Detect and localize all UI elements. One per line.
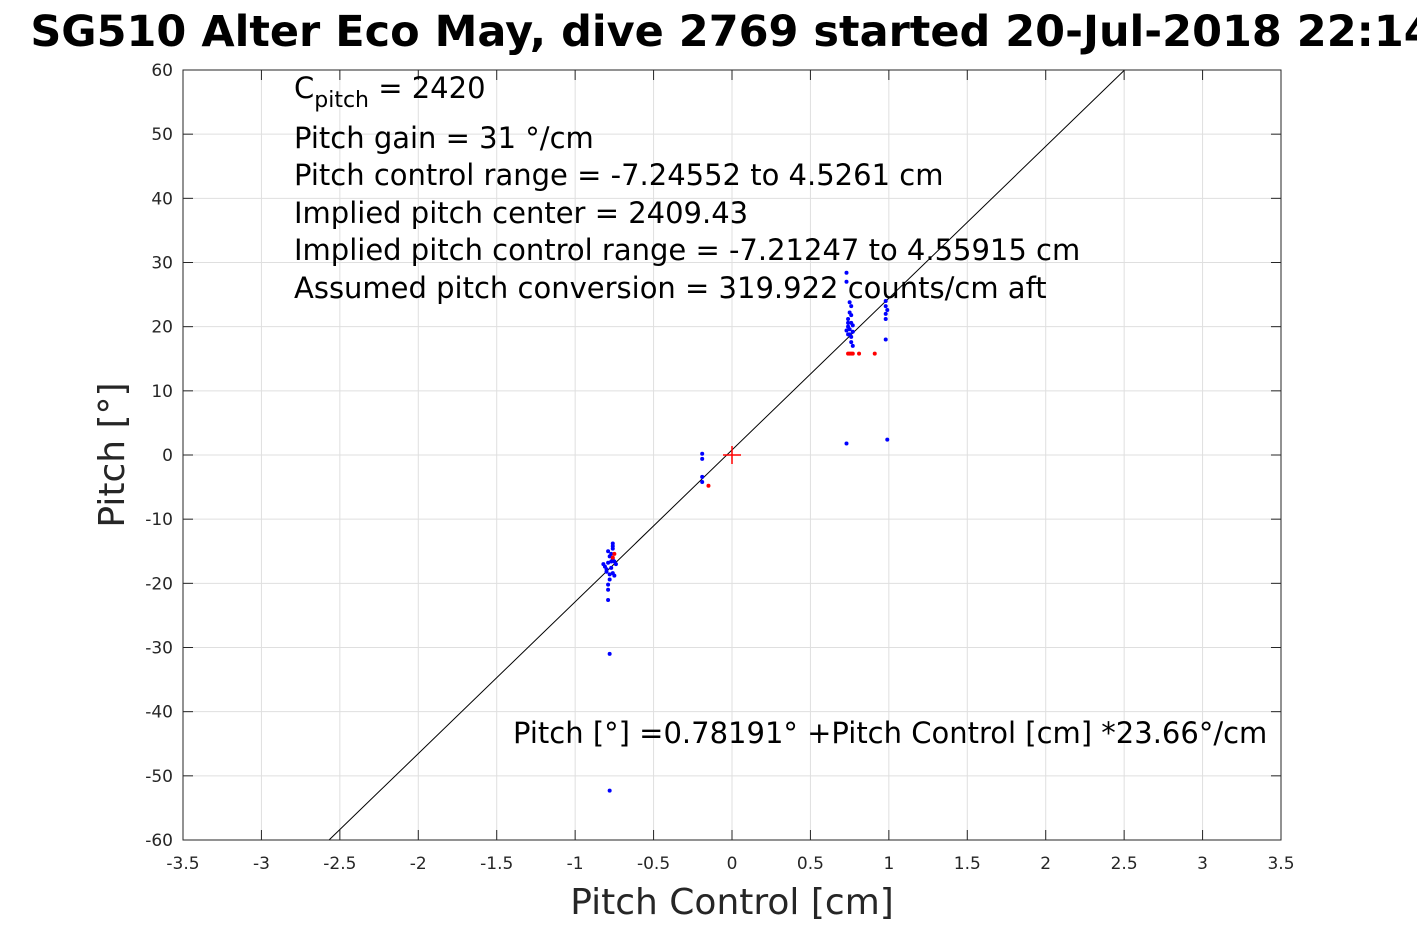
blue-data-point xyxy=(883,316,888,321)
center-marker-layer xyxy=(723,446,741,464)
blue-data-point xyxy=(607,651,612,656)
y-tick-label: 40 xyxy=(151,189,173,209)
blue-data-point xyxy=(850,323,855,328)
blue-data-point xyxy=(607,577,612,582)
blue-data-point xyxy=(844,279,849,284)
blue-data-point xyxy=(849,304,854,309)
implied-pitch-control-range-annotation: Implied pitch control range = -7.21247 t… xyxy=(294,233,1080,267)
x-tick-label: -1 xyxy=(567,854,584,874)
blue-data-point xyxy=(700,451,705,456)
y-tick-label: 30 xyxy=(151,254,173,274)
x-tick-label: -3.5 xyxy=(166,854,199,874)
x-tick-label: -2.5 xyxy=(323,854,356,874)
y-tick-label: 60 xyxy=(151,61,173,81)
x-tick-label: 0 xyxy=(727,854,738,874)
blue-data-point xyxy=(847,327,852,332)
y-tick-label: -10 xyxy=(145,510,173,530)
blue-data-point xyxy=(601,562,606,567)
blue-data-point xyxy=(883,304,888,309)
x-tick-label: -3 xyxy=(253,854,270,874)
blue-data-point xyxy=(700,456,705,461)
c-pitch-symbol: C xyxy=(294,71,314,105)
pitch-control-range-annotation: Pitch control range = -7.24552 to 4.5261… xyxy=(294,158,943,192)
blue-data-point xyxy=(849,334,854,339)
blue-data-point xyxy=(846,320,851,325)
blue-data-point xyxy=(885,307,890,312)
data-points-layer xyxy=(601,270,890,793)
x-tick-label: 3.5 xyxy=(1267,854,1294,874)
x-tick-label: -0.5 xyxy=(637,854,670,874)
x-tick-label: -1.5 xyxy=(480,854,513,874)
y-tick-label: -30 xyxy=(145,639,173,659)
blue-data-point xyxy=(607,572,612,577)
pitch-gain-annotation: Pitch gain = 31 °/cm xyxy=(294,121,594,155)
blue-data-point xyxy=(606,549,611,554)
blue-data-point xyxy=(613,562,618,567)
blue-data-point xyxy=(849,340,854,345)
y-tick-label: 10 xyxy=(151,382,173,402)
x-tick-label: -2 xyxy=(410,854,427,874)
x-axis-label: Pitch Control [cm] xyxy=(570,882,894,923)
y-tick-label: -40 xyxy=(145,703,173,723)
red-data-point xyxy=(857,351,862,356)
x-tick-label: 3 xyxy=(1197,854,1208,874)
blue-data-point xyxy=(885,437,890,442)
c-pitch-subscript: pitch xyxy=(314,88,369,113)
blue-data-point xyxy=(847,300,852,305)
blue-data-point xyxy=(700,474,705,479)
y-tick-labels: -60 -50 -40 -30 -20 -10 0 10 20 30 40 50 60 xyxy=(145,61,173,851)
blue-data-point xyxy=(883,337,888,342)
red-data-point xyxy=(850,351,855,356)
red-data-point xyxy=(610,555,615,560)
blue-data-point xyxy=(700,479,705,484)
red-data-point xyxy=(872,351,877,356)
c-pitch-annotation: Cpitch = 2420 xyxy=(294,71,486,113)
parameter-annotations: Cpitch = 2420 Pitch gain = 31 °/cm Pitch… xyxy=(294,71,1080,305)
blue-data-point xyxy=(606,582,611,587)
blue-data-point xyxy=(612,573,617,578)
x-tick-label: 1.5 xyxy=(954,854,981,874)
blue-data-point xyxy=(606,560,611,565)
red-data-point xyxy=(706,483,711,488)
blue-data-point xyxy=(883,311,888,316)
y-tick-label: 0 xyxy=(162,446,173,466)
blue-data-point xyxy=(844,441,849,446)
blue-data-point xyxy=(850,343,855,348)
blue-data-point xyxy=(609,551,614,556)
blue-data-point xyxy=(606,587,611,592)
chart-title: SG510 Alter Eco May, dive 2769 started 2… xyxy=(30,7,1417,57)
red-data-point xyxy=(612,551,617,556)
x-tick-label: 2.5 xyxy=(1111,854,1138,874)
y-tick-label: -50 xyxy=(145,767,173,787)
assumed-pitch-conversion-annotation: Assumed pitch conversion = 319.922 count… xyxy=(294,271,1047,305)
fit-equation-annotation: Pitch [°] =0.78191° +Pitch Control [cm] … xyxy=(513,716,1267,750)
y-axis-label: Pitch [°] xyxy=(92,382,133,527)
blue-data-point xyxy=(883,299,888,303)
blue-data-point xyxy=(606,598,611,603)
blue-data-point xyxy=(849,313,854,318)
blue-data-point xyxy=(607,788,612,793)
y-tick-label: -60 xyxy=(145,831,173,851)
blue-data-point xyxy=(846,332,851,337)
x-tick-label: 1 xyxy=(883,854,894,874)
x-tick-label: 0.5 xyxy=(797,854,824,874)
blue-data-point xyxy=(844,328,849,333)
axis-ticks xyxy=(182,69,1282,841)
x-tick-label: 2 xyxy=(1040,854,1051,874)
y-tick-label: -20 xyxy=(145,574,173,594)
blue-data-point xyxy=(609,565,614,570)
blue-data-point xyxy=(846,316,851,321)
x-tick-labels: -3.5 -3 -2.5 -2 -1.5 -1 -0.5 0 0.5 1 1.5 2 2.5 3 3.5 xyxy=(166,854,1294,874)
blue-data-point xyxy=(850,329,855,334)
blue-data-point xyxy=(610,541,615,546)
implied-pitch-center-annotation: Implied pitch center = 2409.43 xyxy=(294,196,748,230)
c-pitch-value: = 2420 xyxy=(369,71,486,105)
y-tick-label: 50 xyxy=(151,125,173,145)
y-tick-label: 20 xyxy=(151,318,173,338)
blue-data-point xyxy=(844,270,849,275)
